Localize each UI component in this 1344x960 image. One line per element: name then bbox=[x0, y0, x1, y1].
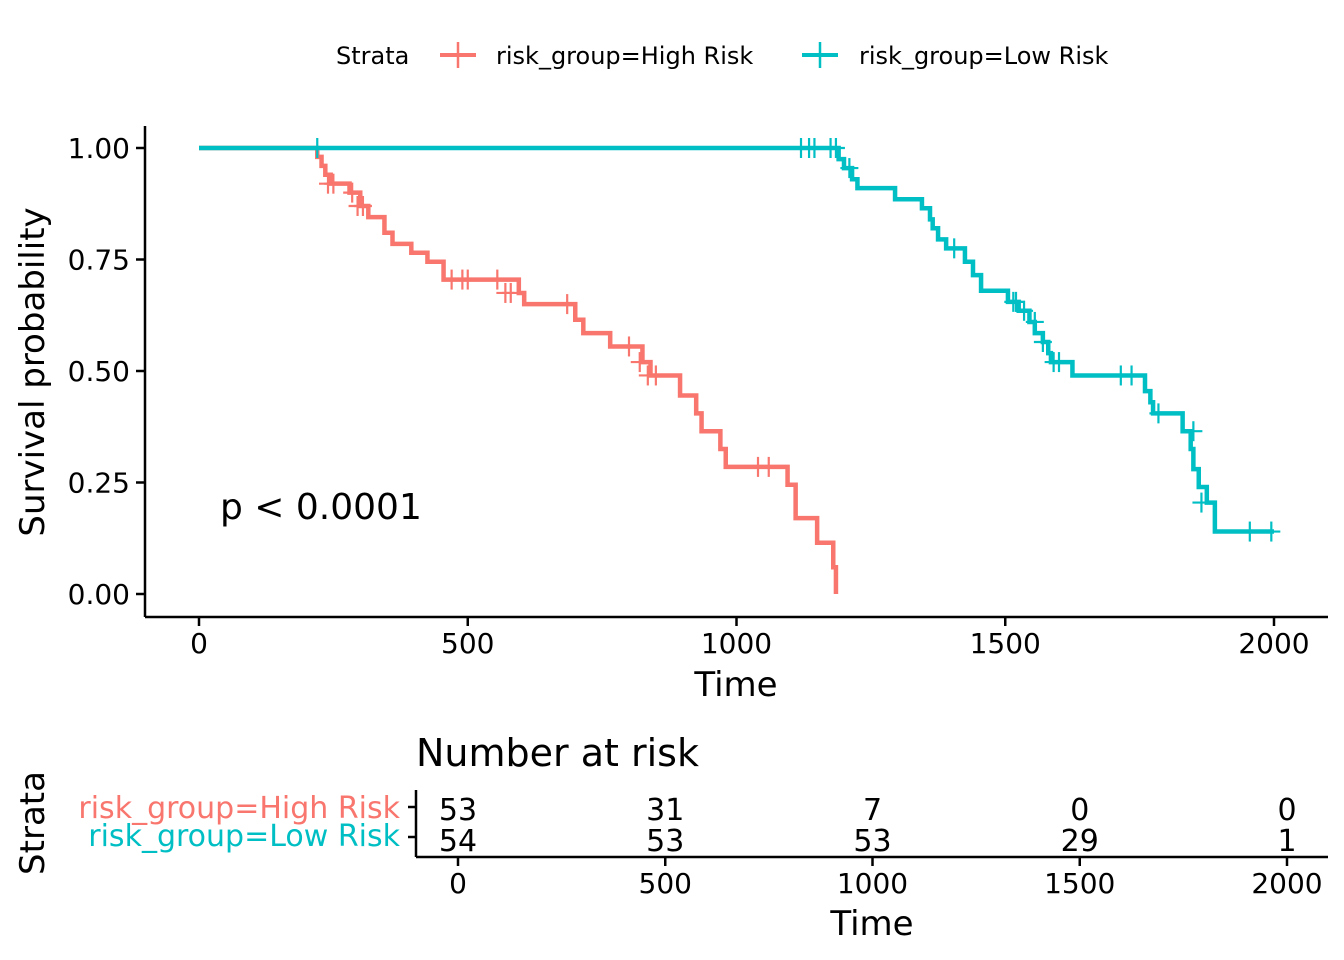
risk-count: 53 bbox=[646, 824, 684, 859]
y-tick-label: 0.00 bbox=[68, 578, 130, 611]
survival-curves bbox=[199, 138, 1281, 594]
y-tick-label: 1.00 bbox=[68, 132, 130, 165]
x-axis-ticks: 0 500 1000 1500 2000 bbox=[190, 617, 1310, 660]
risk-count: 1 bbox=[1277, 824, 1296, 859]
risk-count: 53 bbox=[853, 824, 891, 859]
y-tick-label: 0.50 bbox=[68, 355, 130, 388]
risk-count: 31 bbox=[646, 793, 684, 828]
y-axis-ticks: 0.00 0.25 0.50 0.75 1.00 bbox=[68, 132, 145, 611]
y-tick-label: 0.25 bbox=[68, 467, 130, 500]
risk-table-title: Number at risk bbox=[416, 731, 699, 775]
risk-table-x-title: Time bbox=[829, 904, 913, 944]
legend-title: Strata bbox=[336, 42, 409, 70]
risk-row-label-high-risk: risk_group=High Risk bbox=[78, 791, 400, 826]
risk-x-tick-label: 1500 bbox=[1044, 867, 1115, 900]
risk-count: 0 bbox=[1277, 793, 1296, 828]
risk-x-tick-label: 0 bbox=[449, 867, 467, 900]
risk-count: 0 bbox=[1070, 793, 1089, 828]
x-tick-label: 1000 bbox=[701, 627, 772, 660]
risk-count: 29 bbox=[1061, 824, 1099, 859]
legend: Strata risk_group=High Risk risk_group=L… bbox=[336, 42, 1108, 70]
risk-table: Number at risk risk_group=High Risk risk… bbox=[13, 731, 1328, 944]
survival-plot: 0.00 0.25 0.50 0.75 1.00 0 500 1000 1500 2000 p … bbox=[13, 126, 1328, 705]
p-value-annotation: p < 0.0001 bbox=[220, 487, 422, 528]
x-tick-label: 500 bbox=[441, 627, 494, 660]
risk-count: 7 bbox=[863, 793, 882, 828]
y-tick-label: 0.75 bbox=[68, 244, 130, 277]
y-axis-title: Survival probability bbox=[13, 207, 53, 536]
legend-entry-low-risk: risk_group=Low Risk bbox=[859, 42, 1108, 70]
legend-entry-high-risk: risk_group=High Risk bbox=[496, 42, 753, 70]
risk-x-tick-label: 2000 bbox=[1251, 867, 1322, 900]
x-axis-title: Time bbox=[693, 665, 777, 705]
x-tick-label: 2000 bbox=[1238, 627, 1309, 660]
risk-x-tick-label: 500 bbox=[639, 867, 692, 900]
risk-table-y-title: Strata bbox=[13, 771, 53, 875]
x-tick-label: 0 bbox=[190, 627, 208, 660]
risk-table-x-ticks: 0 500 1000 1500 2000 bbox=[449, 857, 1323, 900]
risk-table-cells: 53 31 7 0 054 53 53 29 1 bbox=[439, 793, 1297, 859]
risk-count: 53 bbox=[439, 793, 477, 828]
risk-row-label-low-risk: risk_group=Low Risk bbox=[88, 819, 400, 854]
x-tick-label: 1500 bbox=[970, 627, 1041, 660]
risk-x-tick-label: 1000 bbox=[837, 867, 908, 900]
risk-count: 54 bbox=[439, 824, 477, 859]
